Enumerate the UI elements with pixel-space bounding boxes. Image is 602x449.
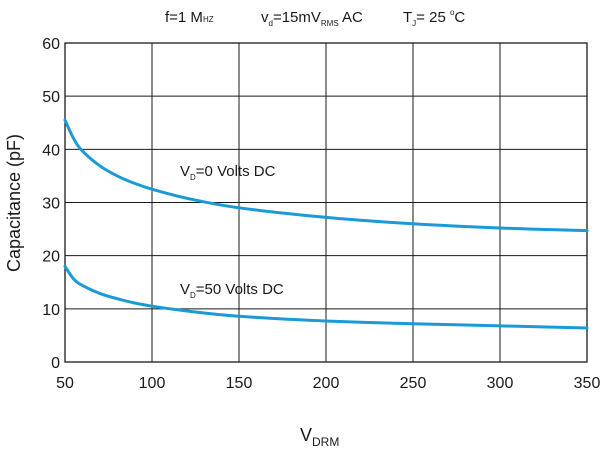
signal-condition: vd=15mVRMS AC: [261, 9, 363, 28]
y-tick-labels: 0 10 20 30 40 50 60: [42, 36, 60, 372]
x-tick-label: 200: [313, 375, 340, 392]
series-label-vd50: VD=50 Volts DC: [180, 281, 284, 300]
series-label-vd0: VD=0 Volts DC: [180, 163, 276, 182]
x-tick-label: 100: [139, 375, 166, 392]
conditions-header: f=1 MHZ vd=15mVRMS AC TJ= 25 oC: [165, 8, 465, 28]
y-tick-label: 60: [42, 36, 60, 53]
y-tick-label: 20: [42, 249, 60, 266]
x-tick-label: 50: [56, 375, 74, 392]
y-tick-label: 30: [42, 196, 60, 213]
y-tick-label: 50: [42, 89, 60, 106]
x-tick-label: 350: [574, 375, 601, 392]
x-tick-labels: 50 100 150 200 250 300 350: [56, 375, 600, 392]
frequency-condition: f=1 MHZ: [165, 9, 214, 26]
y-tick-label: 10: [42, 302, 60, 319]
x-tick-label: 250: [400, 375, 427, 392]
temperature-condition: TJ= 25 oC: [403, 8, 465, 28]
y-tick-label: 0: [51, 355, 60, 372]
x-tick-label: 300: [487, 375, 514, 392]
x-axis-title: VDRM: [300, 425, 339, 449]
grid-lines: [65, 43, 587, 362]
x-tick-label: 150: [226, 375, 253, 392]
y-tick-label: 40: [42, 142, 60, 159]
y-axis-title: Capacitance (pF): [4, 134, 24, 272]
